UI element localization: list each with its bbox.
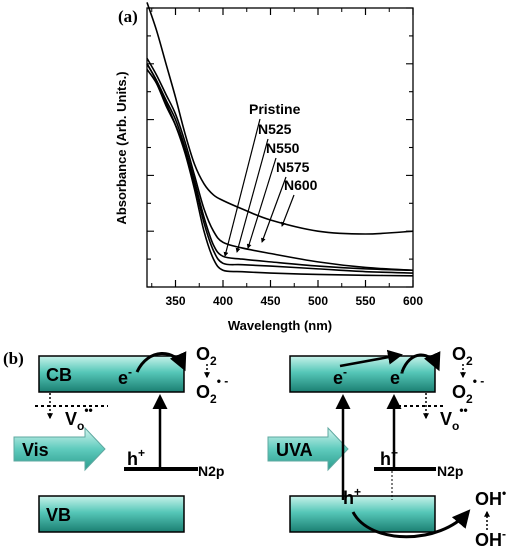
x-tick-label: 600 xyxy=(403,294,423,308)
series-label-n600: N600 xyxy=(284,177,318,193)
x-tick-label: 400 xyxy=(213,294,233,308)
oh-ion: OH- xyxy=(475,527,506,550)
uva-band-diagram: e- e- O2 O2• - Vo•• UVA h+ N2p h+ OH• OH… xyxy=(267,344,506,550)
x-tick-label: 500 xyxy=(308,294,328,308)
absorbance-curves xyxy=(146,2,414,277)
series-line-n600 xyxy=(146,2,414,235)
vo-label-left: Vo•• xyxy=(65,403,93,433)
cb-label-left: CB xyxy=(46,365,72,385)
conduction-band-left xyxy=(38,355,185,393)
electron-right-1: e- xyxy=(333,365,347,388)
superoxide-left: O2• - xyxy=(196,374,228,406)
leader-n525 xyxy=(235,138,269,253)
leader-n575 xyxy=(261,176,287,243)
series-line-n525 xyxy=(146,68,414,274)
electron-transfer-straight-right xyxy=(339,349,403,368)
vo-label-right: Vo•• xyxy=(440,403,468,433)
hole-oxidation-arrow xyxy=(351,509,471,539)
leader-pristine xyxy=(223,118,261,257)
vis-light-arrow xyxy=(13,426,106,472)
series-line-n575 xyxy=(146,57,414,272)
x-tick-label: 550 xyxy=(355,294,375,308)
electron-transfer-arrow-right xyxy=(400,351,441,373)
series-label-pristine: Pristine xyxy=(249,101,301,117)
hole-n2p-right: h+ xyxy=(380,446,398,469)
vb-label-left: VB xyxy=(46,505,71,525)
o2-top-right: O2 xyxy=(452,344,473,368)
superoxide-right: O2• - xyxy=(452,374,484,406)
x-axis-title: Wavelength (nm) xyxy=(228,318,332,333)
leader-n600 xyxy=(281,194,295,227)
x-tick-label: 350 xyxy=(165,294,185,308)
x-axis-ticks: 350 400 450 500 550 600 xyxy=(151,8,423,308)
series-label-n550: N550 xyxy=(266,140,300,156)
panel-a-label: (a) xyxy=(118,7,138,26)
absorbance-chart: 350 400 450 500 550 600 Wavelength (nm) Absor… xyxy=(114,2,423,333)
uva-label: UVA xyxy=(276,440,313,460)
valence-band-left xyxy=(38,495,185,533)
series-label-n525: N525 xyxy=(258,121,292,137)
x-tick-label: 450 xyxy=(260,294,280,308)
hole-left: h+ xyxy=(127,446,145,469)
oh-radical: OH• xyxy=(475,486,506,509)
panel-b-label: (b) xyxy=(3,349,24,368)
series-line-n550 xyxy=(146,63,414,272)
uva-light-arrow xyxy=(267,426,349,472)
series-label-n575: N575 xyxy=(276,159,310,175)
series-line-pristine xyxy=(146,63,414,277)
o2-top-left: O2 xyxy=(196,344,217,368)
hole-vb-right: h+ xyxy=(343,485,361,508)
n2p-label-right: N2p xyxy=(437,463,463,479)
valence-band-right xyxy=(289,495,436,533)
vis-band-diagram: CB VB e- O2 O2• - Vo•• Vis h+ N2p xyxy=(13,344,228,533)
leader-n550 xyxy=(246,157,277,249)
y-axis-title: Absorbance (Arb. Units.) xyxy=(114,71,129,224)
electron-transfer-arrow-left xyxy=(135,351,187,373)
n2p-label-left: N2p xyxy=(198,463,224,479)
vis-label: Vis xyxy=(22,440,49,460)
electron-left: e- xyxy=(118,365,132,388)
